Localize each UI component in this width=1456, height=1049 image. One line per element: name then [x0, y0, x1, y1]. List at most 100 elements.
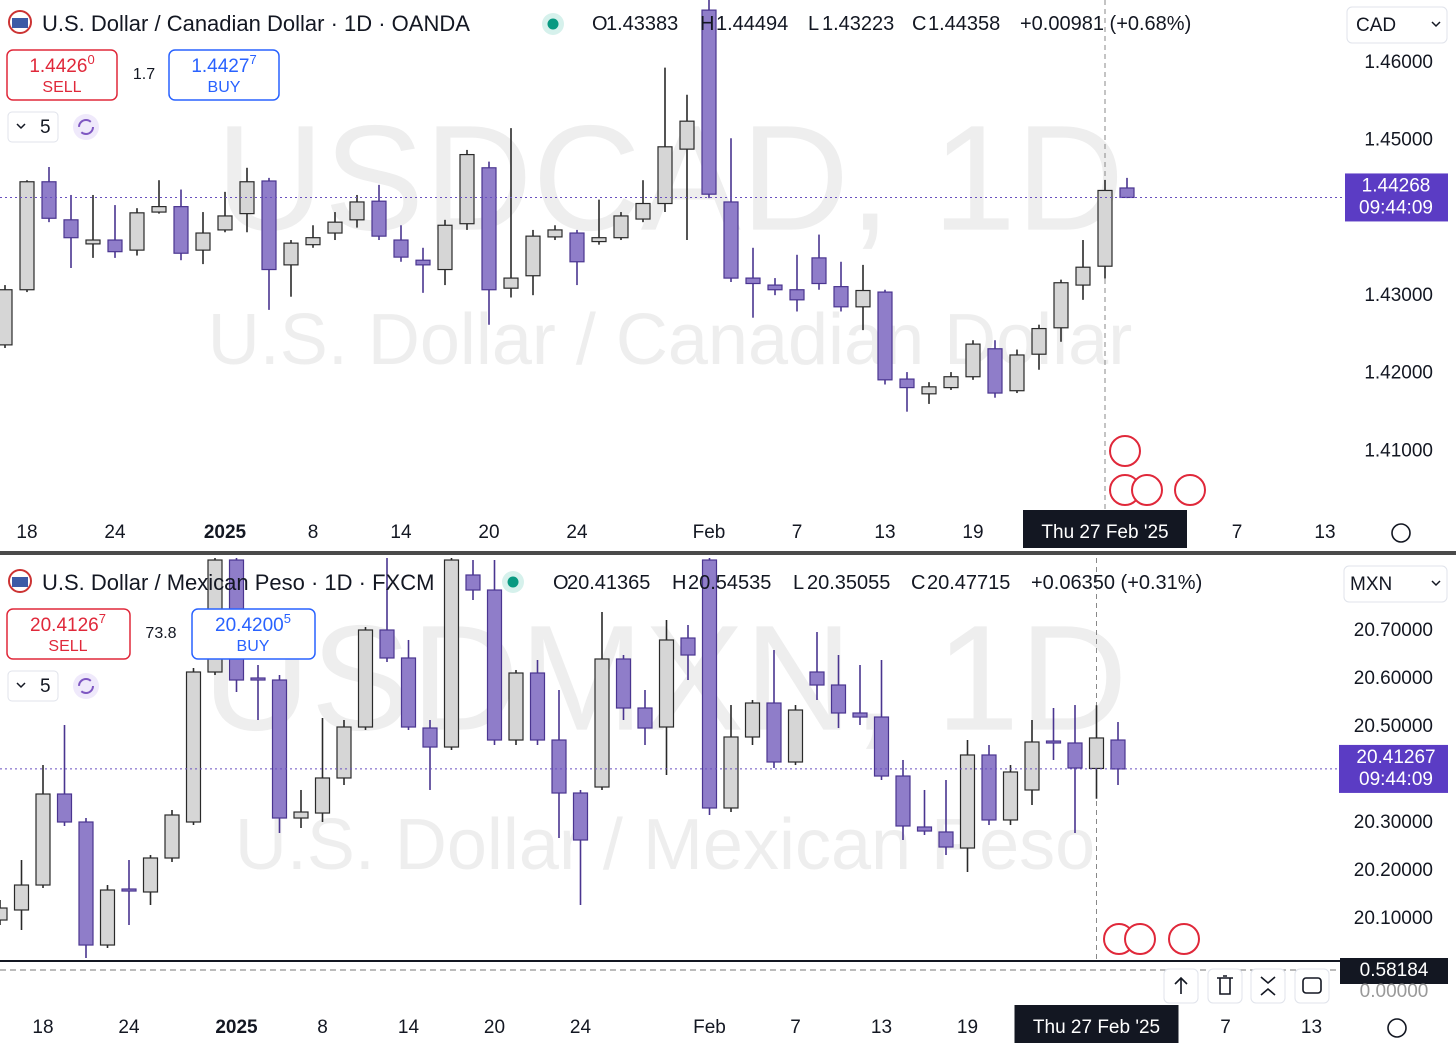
currency-select[interactable] [1346, 6, 1448, 44]
indicator-value: 0.58184 [1360, 960, 1429, 981]
candle-body [41, 181, 57, 219]
sell-label: SELL [42, 79, 81, 96]
settings-button[interactable] [1387, 1018, 1407, 1038]
candle-body [336, 726, 352, 779]
maximize-button[interactable] [1294, 968, 1330, 1004]
delete-button[interactable] [1207, 968, 1243, 1004]
price-tag-countdown: 09:44:09 [1359, 197, 1433, 218]
candle-body [261, 180, 277, 271]
sync-button[interactable] [73, 114, 99, 140]
symbol-title[interactable]: U.S. Dollar / Mexican Peso · 1D · FXCM [42, 570, 434, 595]
candle-body [1097, 189, 1113, 267]
candle-body [613, 215, 629, 239]
crosshair-date-badge [1023, 510, 1187, 548]
candle-body [767, 284, 783, 291]
candle-body [195, 232, 211, 251]
candle-body [393, 239, 409, 258]
event-icon[interactable] [1124, 923, 1156, 955]
candle-body [379, 629, 395, 659]
sell-button[interactable] [6, 49, 118, 101]
x-tick-label: 13 [874, 522, 895, 543]
y-tick-label: 1.42000 [1364, 363, 1433, 384]
price-tag [1339, 744, 1448, 793]
icon [1217, 975, 1233, 995]
candle-body [943, 376, 959, 389]
buy-button[interactable] [191, 608, 316, 660]
candle-body [744, 702, 761, 738]
candle-body [271, 679, 288, 819]
candle-body [877, 291, 893, 381]
event-icon[interactable] [1131, 474, 1163, 506]
status-dot [547, 18, 559, 30]
event-icon[interactable] [1174, 474, 1206, 506]
candle-body [547, 229, 563, 238]
interval-toggle[interactable] [7, 670, 59, 702]
x-tick-label: Feb [693, 522, 726, 543]
candle-body [305, 237, 321, 246]
candle-body [873, 716, 890, 777]
candle-body [594, 658, 610, 788]
buy-price: 1.44277 [191, 52, 256, 77]
candle-body [959, 754, 976, 849]
price-tag-value: 1.44268 [1362, 175, 1431, 196]
interval: 5 [40, 676, 51, 697]
x-tick-label: 19 [962, 522, 983, 543]
buy-price: 20.42005 [215, 611, 291, 636]
candle-body [615, 658, 632, 709]
candle-body [723, 201, 739, 279]
chevron [16, 123, 26, 130]
event-icon[interactable] [1168, 923, 1200, 955]
buy-button[interactable] [168, 49, 280, 101]
interval-toggle[interactable] [7, 111, 59, 143]
y-tick-label: 20.30000 [1354, 812, 1433, 833]
x-tick-label: 13 [1314, 522, 1335, 543]
candle-body [635, 202, 651, 220]
x-tick-label: 7 [790, 1017, 801, 1038]
candle-body [508, 672, 524, 741]
candle-body [443, 559, 460, 748]
status-dot [507, 576, 519, 588]
legend: U.S. Dollar / Mexican Peso · 1D · FXCM O… [8, 569, 1202, 595]
x-tick-label: 8 [308, 522, 319, 543]
candle-body [107, 239, 123, 253]
candle-body [981, 754, 997, 821]
x-tick-label: 20 [484, 1017, 505, 1038]
event-icon[interactable] [1109, 435, 1141, 467]
sell-price: 20.41267 [30, 611, 106, 636]
sell-button[interactable] [6, 608, 131, 660]
candle-body [637, 707, 653, 729]
candle-body [327, 221, 343, 234]
candle-body [121, 888, 137, 892]
candle-body [591, 237, 607, 243]
buy-label: BUY [208, 79, 241, 96]
collapse-button[interactable] [1250, 968, 1286, 1004]
candle-body [830, 684, 847, 714]
candle-body [855, 289, 871, 308]
candle-body [481, 167, 497, 291]
candle-body [895, 775, 911, 827]
candle-body [422, 727, 438, 748]
candle-body [0, 289, 13, 346]
settings-button[interactable] [1391, 523, 1411, 543]
sync-button[interactable] [73, 673, 99, 699]
chevron [1431, 21, 1441, 28]
y-tick-label: 1.43000 [1364, 285, 1433, 306]
candle-body [833, 286, 849, 308]
currency-select[interactable] [1343, 565, 1448, 603]
candle-body [151, 206, 167, 213]
candle-body [551, 739, 567, 794]
candle-body [63, 219, 79, 239]
y-tick-label: 20.20000 [1354, 860, 1433, 881]
candle-body [293, 811, 309, 819]
candle-body [657, 146, 673, 205]
sync-icon [78, 119, 94, 135]
candle-body [1031, 327, 1047, 355]
plot [0, 558, 1345, 960]
candle-body [701, 9, 717, 195]
candle-body [679, 120, 695, 150]
candle-body [217, 215, 233, 231]
candle-body [789, 289, 805, 301]
candle-body [723, 736, 739, 809]
symbol-title[interactable]: U.S. Dollar / Canadian Dollar · 1D · OAN… [42, 11, 470, 36]
x-tick-label: 18 [16, 522, 37, 543]
